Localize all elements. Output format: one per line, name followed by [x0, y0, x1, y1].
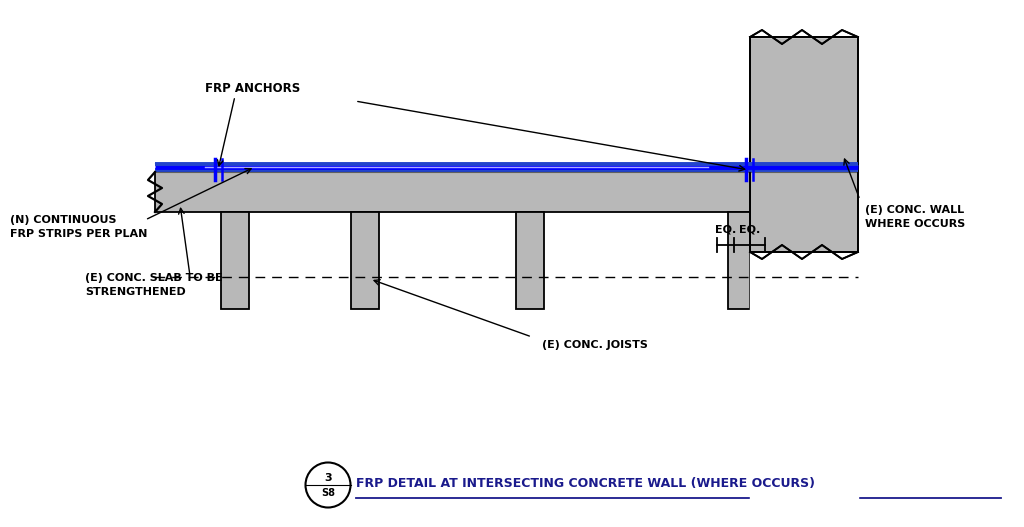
Bar: [728, 212, 750, 309]
Text: (E) CONC. SLAB TO BE
STRENGTHENED: (E) CONC. SLAB TO BE STRENGTHENED: [85, 273, 222, 297]
Bar: [516, 212, 544, 309]
Text: S8: S8: [321, 488, 335, 498]
Text: (N) CONTINUOUS
FRP STRIPS PER PLAN: (N) CONTINUOUS FRP STRIPS PER PLAN: [10, 215, 147, 239]
Text: (E) CONC. WALL
WHERE OCCURS: (E) CONC. WALL WHERE OCCURS: [865, 205, 966, 229]
Bar: [351, 212, 379, 309]
Text: FRP ANCHORS: FRP ANCHORS: [205, 83, 300, 95]
Text: EQ.: EQ.: [738, 225, 760, 235]
Text: FRP DETAIL AT INTERSECTING CONCRETE WALL (WHERE OCCURS): FRP DETAIL AT INTERSECTING CONCRETE WALL…: [356, 476, 815, 490]
Bar: [155, 172, 750, 212]
Text: (E) CONC. JOISTS: (E) CONC. JOISTS: [542, 340, 648, 350]
Text: 3: 3: [325, 473, 332, 483]
Text: EQ.: EQ.: [715, 225, 736, 235]
Bar: [750, 37, 858, 252]
Bar: [221, 212, 249, 309]
